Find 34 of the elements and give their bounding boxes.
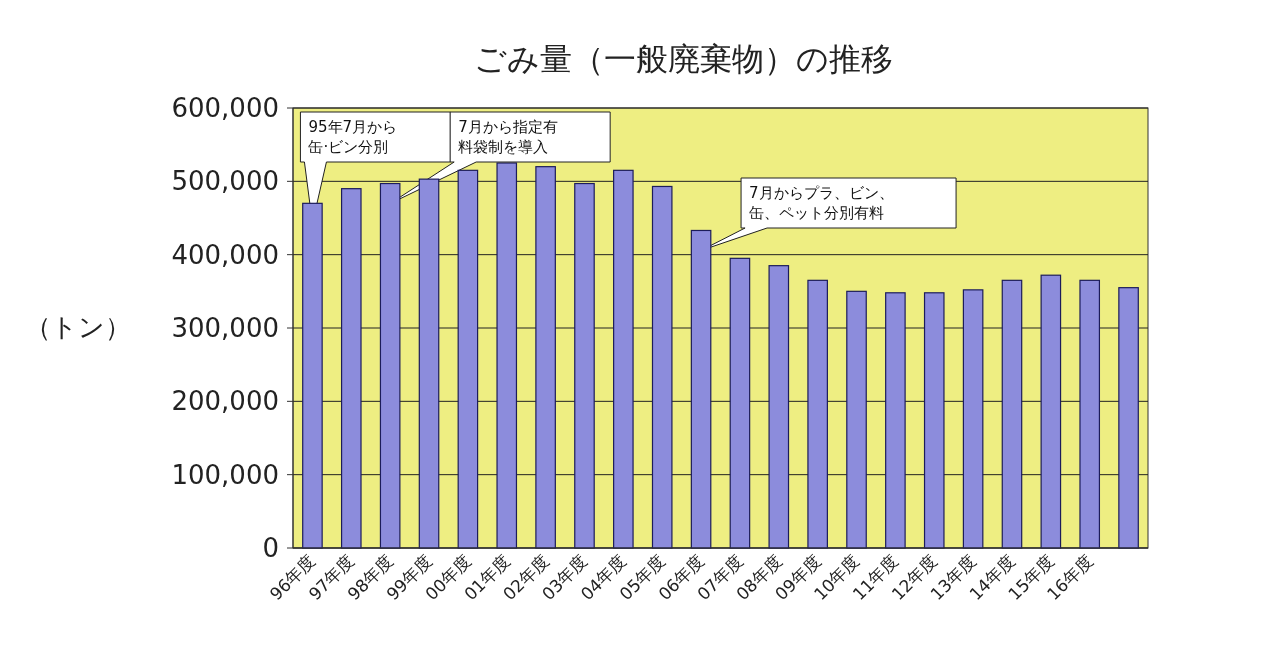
bar xyxy=(962,289,984,549)
bar xyxy=(651,185,673,549)
bar xyxy=(535,166,556,549)
bar xyxy=(690,229,712,549)
bar xyxy=(379,182,401,549)
bar xyxy=(729,257,751,549)
y-tick-label: 600,000 xyxy=(171,93,279,124)
chart-title: ごみ量（一般廃棄物）の推移 xyxy=(473,40,893,78)
bar xyxy=(418,178,440,549)
y-tick-label: 500,000 xyxy=(171,166,279,197)
bar xyxy=(1040,274,1062,549)
bar xyxy=(613,169,634,549)
bar xyxy=(496,162,518,549)
bar xyxy=(807,279,828,549)
bar xyxy=(302,202,323,549)
bar xyxy=(1001,279,1023,549)
bar xyxy=(457,169,479,549)
bar xyxy=(923,292,945,549)
y-tick-label: 400,000 xyxy=(171,239,279,270)
bar xyxy=(340,188,362,549)
annotation: 95年7月から缶·ビン分別 xyxy=(308,118,398,156)
bar xyxy=(846,290,867,549)
y-axis-title: （トン） xyxy=(25,312,131,342)
annotation: 7月からプラ、ビン、缶、ペット分別有料 xyxy=(749,184,894,222)
bar xyxy=(885,292,906,549)
bar xyxy=(574,182,595,549)
y-tick-label: 200,000 xyxy=(171,386,279,417)
annotation: 7月から指定有料袋制を導入 xyxy=(458,118,558,156)
bar xyxy=(768,265,790,549)
bar xyxy=(1118,287,1139,549)
y-tick-label: 300,000 xyxy=(171,313,279,344)
y-tick-label: 100,000 xyxy=(171,459,279,490)
y-tick-label: 0 xyxy=(262,533,279,564)
bar xyxy=(1079,279,1101,549)
